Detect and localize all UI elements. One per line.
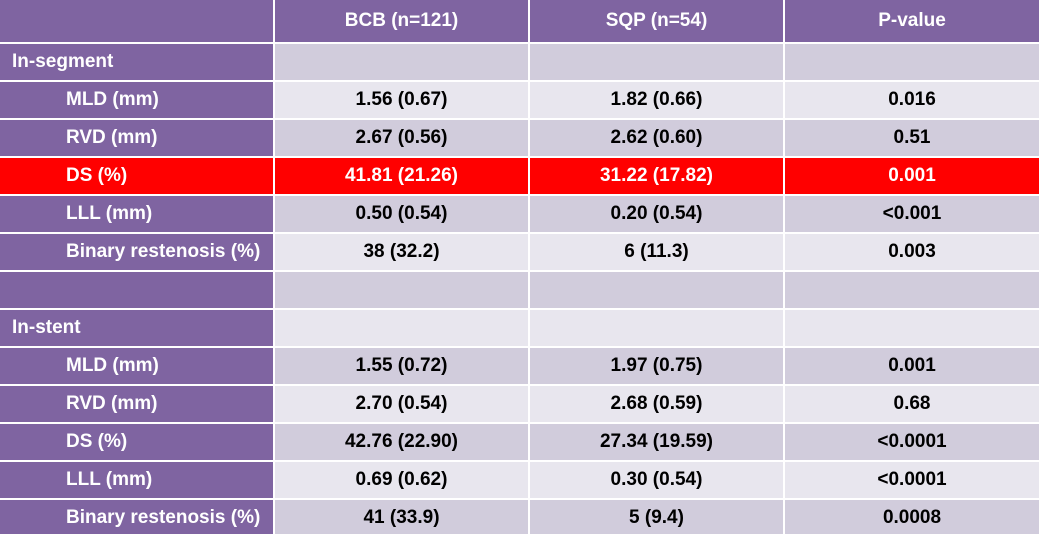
spacer-cell (530, 272, 785, 310)
row-label: DS (%) (0, 158, 275, 196)
empty-cell (785, 310, 1041, 348)
header-cell: P-value (785, 0, 1041, 44)
empty-cell (275, 44, 530, 82)
header-cell: SQP (n=54) (530, 0, 785, 44)
value-cell: <0.001 (785, 196, 1041, 234)
row-label: DS (%) (0, 424, 275, 462)
value-cell: 0.50 (0.54) (275, 196, 530, 234)
row-label: MLD (mm) (0, 82, 275, 120)
value-cell: 0.68 (785, 386, 1041, 424)
empty-cell (275, 310, 530, 348)
header-corner (0, 0, 275, 44)
value-cell: 1.97 (0.75) (530, 348, 785, 386)
value-cell: 6 (11.3) (530, 234, 785, 272)
section-title: In-segment (0, 44, 275, 82)
value-cell: 31.22 (17.82) (530, 158, 785, 196)
row-label: Binary restenosis (%) (0, 234, 275, 272)
value-cell: <0.0001 (785, 424, 1041, 462)
empty-cell (785, 44, 1041, 82)
value-cell: 5 (9.4) (530, 500, 785, 534)
row-label: MLD (mm) (0, 348, 275, 386)
value-cell: 1.56 (0.67) (275, 82, 530, 120)
value-cell: 2.62 (0.60) (530, 120, 785, 158)
value-cell: 42.76 (22.90) (275, 424, 530, 462)
spacer-cell (785, 272, 1041, 310)
value-cell: 2.70 (0.54) (275, 386, 530, 424)
value-cell: 0.51 (785, 120, 1041, 158)
value-cell: 0.001 (785, 158, 1041, 196)
row-label: Binary restenosis (%) (0, 500, 275, 534)
value-cell: 0.001 (785, 348, 1041, 386)
value-cell: 1.55 (0.72) (275, 348, 530, 386)
value-cell: <0.0001 (785, 462, 1041, 500)
value-cell: 0.30 (0.54) (530, 462, 785, 500)
section-title: In-stent (0, 310, 275, 348)
row-label: LLL (mm) (0, 462, 275, 500)
row-label: RVD (mm) (0, 120, 275, 158)
empty-cell (530, 310, 785, 348)
spacer-cell (275, 272, 530, 310)
value-cell: 0.016 (785, 82, 1041, 120)
value-cell: 2.67 (0.56) (275, 120, 530, 158)
value-cell: 0.0008 (785, 500, 1041, 534)
header-cell: BCB (n=121) (275, 0, 530, 44)
value-cell: 38 (32.2) (275, 234, 530, 272)
value-cell: 0.20 (0.54) (530, 196, 785, 234)
value-cell: 0.69 (0.62) (275, 462, 530, 500)
value-cell: 27.34 (19.59) (530, 424, 785, 462)
value-cell: 2.68 (0.59) (530, 386, 785, 424)
row-label: RVD (mm) (0, 386, 275, 424)
spacer-label (0, 272, 275, 310)
empty-cell (530, 44, 785, 82)
value-cell: 41.81 (21.26) (275, 158, 530, 196)
value-cell: 1.82 (0.66) (530, 82, 785, 120)
value-cell: 0.003 (785, 234, 1041, 272)
row-label: LLL (mm) (0, 196, 275, 234)
value-cell: 41 (33.9) (275, 500, 530, 534)
